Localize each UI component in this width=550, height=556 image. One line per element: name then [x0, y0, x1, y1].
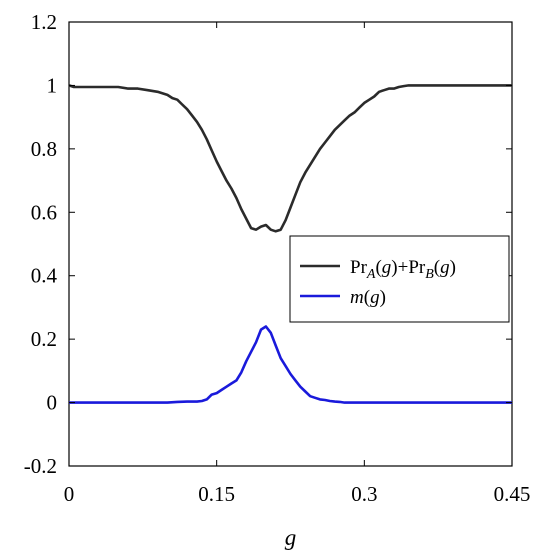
y-tick-label: 1	[47, 73, 58, 97]
legend-box	[289, 235, 510, 323]
y-tick-label: 0	[47, 391, 58, 415]
x-tick-label: 0.3	[351, 482, 377, 506]
legend-label-1: PrA(g)+PrB(g)	[350, 257, 456, 282]
plot-frame	[68, 21, 513, 467]
y-tick-label: 1.2	[31, 10, 57, 34]
y-tick-label: 0.6	[31, 200, 57, 224]
series-lines	[68, 84, 512, 404]
x-tick-label: 0.15	[198, 482, 235, 506]
plot-area	[68, 21, 513, 467]
tick-labels: 0 0.15 0.3 0.45 -0.2 0 0.2 0.4 0.6 0.8 1 1.2	[24, 10, 531, 506]
legend-label-2: m(g)	[350, 287, 386, 308]
series-line-2	[69, 325, 512, 404]
y-tick-label: 0.2	[31, 327, 57, 351]
x-tick-label: 0.45	[494, 482, 531, 506]
y-tick-label: 0.4	[31, 264, 58, 288]
y-tick-label: -0.2	[24, 454, 57, 478]
series-line-1	[68, 84, 512, 233]
legend: PrA(g)+PrB(g) m(g)	[289, 235, 510, 323]
y-tick-label: 0.8	[31, 137, 57, 161]
x-tick-label: 0	[64, 482, 75, 506]
x-axis-label: g	[285, 525, 297, 550]
axis-ticks	[68, 21, 513, 467]
